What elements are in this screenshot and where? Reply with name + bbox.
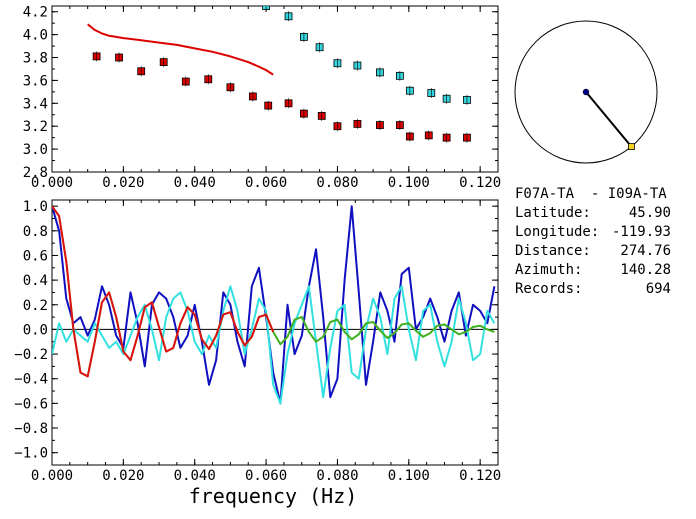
azimuth-row: Azimuth: 140.28	[515, 261, 671, 280]
plot-frame	[51, 199, 499, 466]
x-tick-label: 0.100	[388, 175, 430, 191]
longitude-value: -119.93	[611, 224, 671, 240]
distance-value: 274.76	[620, 243, 671, 259]
y-tick-label: 2.8	[23, 165, 48, 181]
azimuth-ring	[514, 20, 658, 164]
latitude-row: Latitude: 45.90	[515, 204, 671, 223]
series-line	[52, 205, 496, 405]
y-tick-label: −0.6	[14, 396, 48, 412]
x-tick-label: 0.080	[316, 468, 358, 484]
y-tick-label: 0.8	[23, 224, 48, 240]
x-tick-label: 0.000	[31, 175, 73, 191]
y-tick-label: −0.2	[14, 347, 48, 363]
y-tick-label: 3.4	[23, 96, 48, 112]
x-tick-label: 0.020	[102, 468, 144, 484]
plot-area	[52, 205, 496, 405]
azimuth-line	[585, 91, 633, 148]
x-tick-label: 0.060	[245, 175, 287, 191]
series-line	[52, 205, 275, 378]
x-tick-label: 0.120	[459, 468, 501, 484]
y-tick-label: 3.8	[23, 51, 48, 67]
y-tick-label: 0.2	[23, 298, 48, 314]
records-label: Records:	[515, 281, 583, 297]
azimuth-value: 140.28	[620, 262, 671, 278]
y-tick-label: 1.0	[23, 199, 48, 215]
dispersion-chart: 0.000 0.020 0.040 0.060 0.080 0.100 0.120 2.8 3.…	[23, 5, 502, 191]
y-tick-label: 4.2	[23, 5, 48, 21]
latitude-value: 45.90	[628, 205, 671, 221]
y-tick-label: 0.6	[23, 248, 48, 264]
x-axis-title: frequency (Hz)	[189, 484, 358, 508]
azimuth-label: Azimuth:	[515, 262, 583, 278]
y-tick-label: 3.0	[23, 142, 48, 158]
y-tick-label: 3.2	[23, 119, 48, 135]
y-tick-label: 0.0	[23, 322, 48, 338]
records-row: Records: 694	[515, 280, 671, 299]
y-tick-label: 4.0	[23, 28, 48, 44]
station-pair-title: F07A-TA - I09A-TA	[515, 186, 667, 202]
y-tick-label: −0.8	[14, 421, 48, 437]
plot-area	[87, 6, 471, 143]
x-tick-label: 0.020	[102, 175, 144, 191]
correlation-chart: 0.000 0.020 0.040 0.060 0.080 0.100 0.120 1.0 0.…	[14, 199, 501, 484]
plot-frame	[51, 5, 499, 173]
distance-row: Distance: 274.76	[515, 242, 671, 261]
station-center-dot	[582, 88, 590, 96]
x-tick-label: 0.000	[31, 468, 73, 484]
x-tick-label: 0.080	[316, 175, 358, 191]
station-info-panel: F07A-TA - I09A-TA Latitude: 45.90 Longitu…	[515, 185, 671, 299]
series-line	[52, 205, 495, 378]
y-tick-label: 0.4	[23, 273, 48, 289]
series-line	[87, 23, 274, 76]
y-tick-label: 3.6	[23, 73, 48, 89]
y-tick-label: −1.0	[14, 446, 48, 462]
x-tick-label: 0.120	[459, 175, 501, 191]
longitude-row: Longitude: -119.93	[515, 223, 671, 242]
x-tick-label: 0.100	[388, 468, 430, 484]
y-tick-label: −0.4	[14, 372, 48, 388]
longitude-label: Longitude:	[515, 224, 600, 240]
x-tick-label: 0.040	[174, 175, 216, 191]
latitude-label: Latitude:	[515, 205, 591, 221]
azimuth-circle	[514, 20, 658, 164]
x-tick-label: 0.060	[245, 468, 287, 484]
station-end-marker	[627, 143, 635, 151]
x-tick-label: 0.040	[174, 468, 216, 484]
records-value: 694	[645, 281, 671, 297]
series-line	[52, 285, 496, 405]
distance-label: Distance:	[515, 243, 591, 259]
